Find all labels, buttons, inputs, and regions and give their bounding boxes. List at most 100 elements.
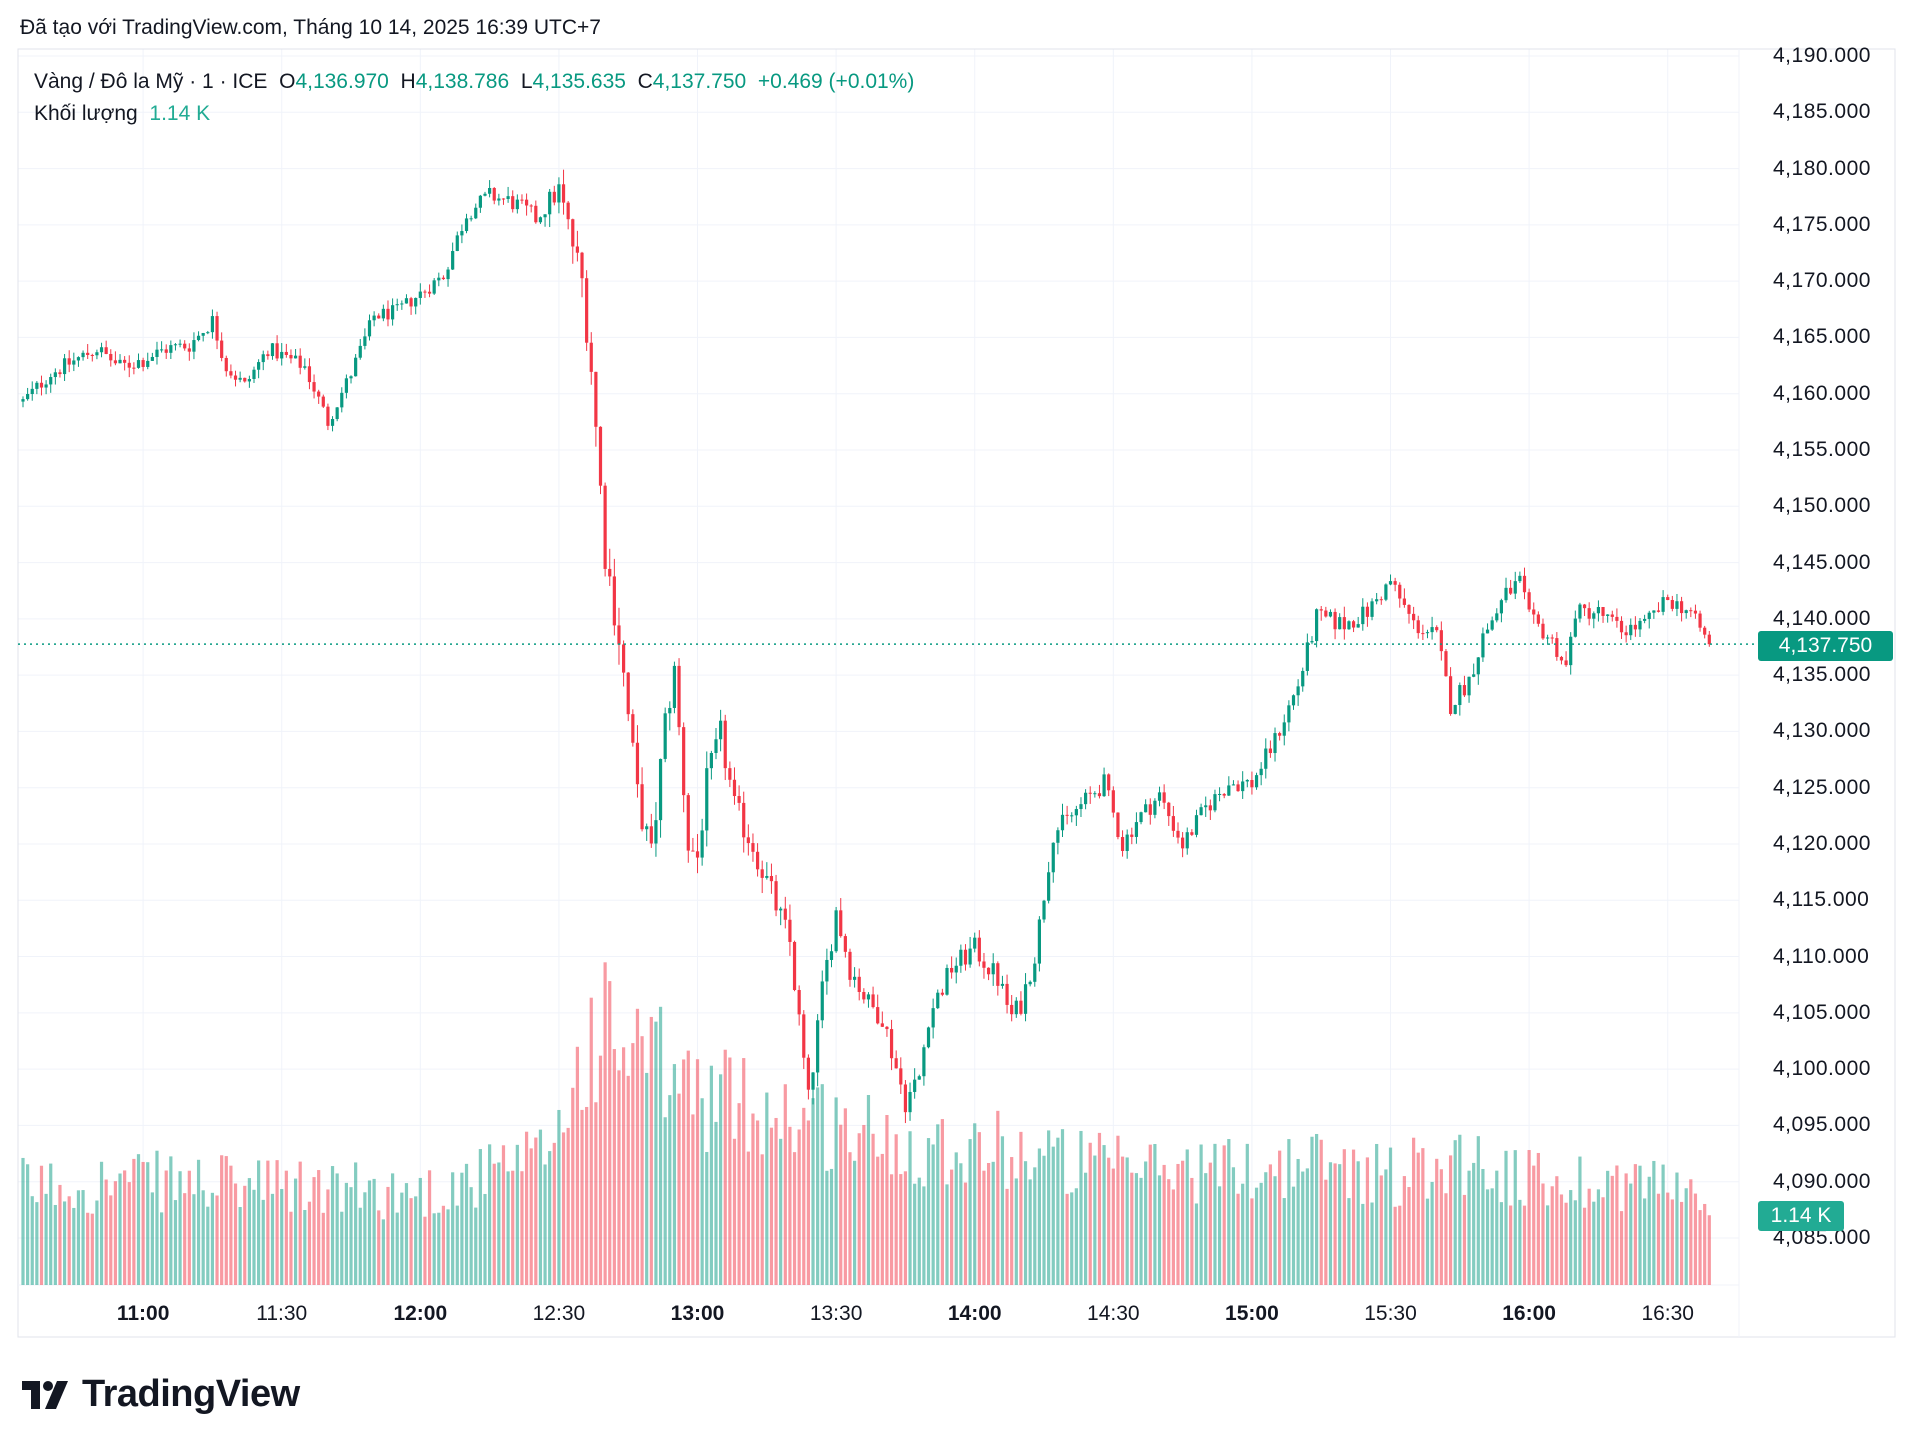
volume-bar: [820, 1084, 824, 1285]
volume-bar: [1042, 1155, 1046, 1285]
volume-bar: [1250, 1198, 1254, 1285]
candle-body: [645, 826, 649, 830]
volume-bar: [1569, 1190, 1573, 1285]
time-tick-label: 15:30: [1364, 1302, 1417, 1325]
candle-body: [136, 360, 141, 368]
price-tick-label: 4,175.000: [1773, 212, 1871, 236]
candle-body: [903, 1084, 908, 1113]
volume-bar: [1333, 1163, 1337, 1285]
volume-bar: [1629, 1183, 1633, 1285]
candle-body: [173, 344, 178, 346]
candle-body: [788, 919, 792, 942]
volume-bar: [1527, 1150, 1531, 1285]
candle-body: [1176, 830, 1180, 838]
volume-bar: [797, 1129, 801, 1285]
candle-body: [774, 881, 778, 911]
volume-bar: [1167, 1179, 1171, 1285]
candle-body: [1333, 611, 1337, 630]
volume-bar: [67, 1196, 71, 1285]
tradingview-logo[interactable]: TradingView: [22, 1373, 300, 1416]
logo-text: TradingView: [82, 1373, 300, 1415]
candle-body: [1111, 790, 1115, 813]
candle-body: [372, 315, 376, 321]
candle-body: [853, 976, 857, 980]
symbol-name[interactable]: Vàng / Đô la Mỹ · 1 · ICE: [34, 70, 268, 93]
candle-body: [1619, 620, 1624, 633]
candle-body: [940, 992, 944, 995]
time-tick-label: 14:00: [947, 1302, 1002, 1325]
candle-body: [224, 357, 228, 372]
candle-body: [834, 910, 838, 952]
candle-body: [1416, 620, 1420, 634]
candle-body: [885, 1026, 889, 1030]
volume-bar: [1555, 1176, 1559, 1285]
volume-bar: [220, 1155, 224, 1285]
volume-bar: [529, 1148, 533, 1285]
price-tick-label: 4,090.000: [1773, 1169, 1871, 1193]
candle-body: [945, 967, 949, 995]
candle-body: [141, 360, 145, 367]
volume-bar: [81, 1190, 85, 1285]
candle-body: [1656, 610, 1661, 612]
volume-bar: [705, 1151, 709, 1285]
volume-bar: [1485, 1189, 1490, 1285]
volume-bar: [1518, 1199, 1522, 1285]
volume-bar: [880, 1153, 884, 1285]
volume-bar: [1222, 1145, 1226, 1285]
high-value: 4,138.786: [415, 70, 510, 93]
time-tick-label: 15:00: [1225, 1302, 1279, 1325]
volume-bar: [30, 1196, 34, 1285]
candle-body: [839, 910, 843, 937]
candle-body: [557, 184, 561, 203]
candle-body: [876, 1007, 880, 1024]
volume-bar: [742, 1058, 746, 1285]
volume-bar: [1319, 1139, 1323, 1285]
volume-bar: [1278, 1150, 1282, 1285]
candle-body: [1213, 794, 1217, 811]
volume-bar: [243, 1185, 247, 1285]
candle-body: [511, 196, 515, 210]
volume-bar: [1393, 1206, 1397, 1285]
volume-bar: [732, 1138, 737, 1285]
volume-label[interactable]: Khối lượng: [34, 102, 138, 125]
candle-body: [1227, 785, 1231, 796]
candle-body: [691, 850, 695, 852]
volume-bar: [1107, 1157, 1111, 1285]
price-tick-label: 4,130.000: [1773, 719, 1871, 743]
price-tick-label: 4,105.000: [1773, 1000, 1871, 1024]
volume-bar: [534, 1137, 538, 1285]
volume-bar: [1074, 1188, 1078, 1285]
volume-bar: [1610, 1175, 1614, 1285]
candle-body: [86, 352, 90, 355]
volume-bar: [1430, 1181, 1434, 1285]
volume-bar: [1522, 1205, 1527, 1285]
volume-bar: [1338, 1164, 1342, 1285]
volume-bar: [1282, 1198, 1286, 1285]
volume-bar: [1467, 1170, 1471, 1285]
candle-body: [1139, 812, 1143, 823]
volume-bar: [104, 1179, 108, 1285]
volume-bar: [751, 1113, 755, 1285]
candle-body: [1573, 618, 1577, 637]
candle-body: [1074, 809, 1078, 816]
candle-body: [1398, 584, 1402, 599]
candlesticks: [21, 169, 1711, 1124]
candle-body: [1171, 816, 1175, 831]
candle-body: [1504, 587, 1508, 601]
volume-bar: [501, 1145, 506, 1285]
candle-body: [1356, 624, 1360, 628]
candle-body: [1393, 581, 1397, 585]
volume-bar: [825, 1170, 829, 1285]
price-tick-label: 4,140.000: [1773, 606, 1871, 630]
candle-body: [926, 1027, 931, 1048]
candle-body: [811, 1072, 815, 1090]
volume-bar: [233, 1183, 238, 1285]
volume-bar: [640, 1036, 644, 1285]
volume-row: Khối lượng 1.14 K: [34, 98, 914, 130]
candle-body: [732, 779, 737, 797]
candle-body: [1509, 587, 1513, 594]
candle-body: [654, 820, 658, 844]
candle-body: [1490, 620, 1494, 630]
volume-bar: [58, 1184, 62, 1285]
